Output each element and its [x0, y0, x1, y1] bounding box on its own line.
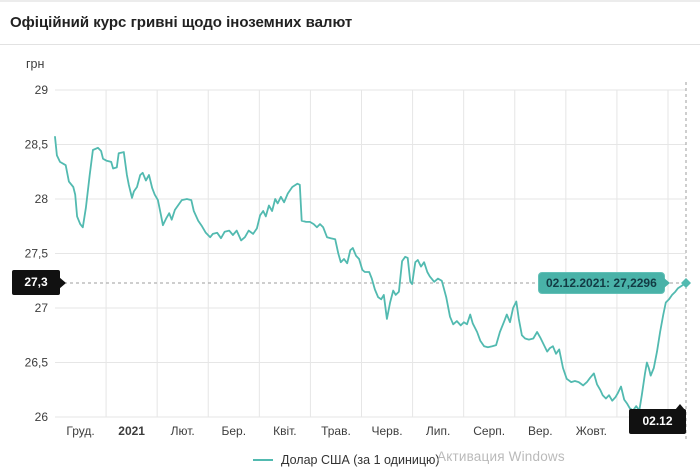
legend-line-marker [253, 459, 274, 461]
tooltip-text: 02.12.2021: 27,2296 [546, 276, 657, 290]
x-axis-marker-badge: 02.12 [629, 404, 686, 434]
y-tick-label: 26 [35, 410, 49, 424]
tooltip-pointer [663, 278, 670, 288]
page-header: Офіційний курс гривні щодо іноземних вал… [0, 2, 700, 45]
x-tick-label: Бер. [222, 424, 247, 438]
y-marker-pointer [59, 276, 66, 289]
last-point-marker [681, 277, 691, 288]
y-axis-marker-badge: 27,3 [12, 270, 66, 295]
x-tick-label: Серп. [473, 424, 505, 438]
x-tick-label: Трав. [321, 424, 351, 438]
x-marker-value: 02.12 [642, 414, 673, 428]
x-tick-label: Жовт. [576, 424, 607, 438]
legend-label: Долар США (за 1 одиницю) [281, 453, 440, 467]
x-tick-label: Черв. [372, 424, 403, 438]
y-tick-label: 27 [35, 301, 49, 315]
x-tick-label: Лип. [426, 424, 450, 438]
y-tick-label: 26,5 [25, 356, 49, 370]
y-marker-value: 27,3 [24, 275, 48, 289]
x-tick-label: Груд. [66, 424, 94, 438]
y-tick-label: 27,5 [25, 247, 49, 261]
x-tick-label: Вер. [528, 424, 553, 438]
x-tick-label: Квіт. [273, 424, 297, 438]
x-marker-pointer [675, 404, 685, 410]
usd-rate-line[interactable] [54, 135, 687, 412]
y-tick-label: 28 [35, 192, 49, 206]
legend[interactable]: Долар США (за 1 одиницю) [253, 453, 440, 467]
y-tick-label: 28,5 [25, 138, 49, 152]
x-tick-label: Лют. [171, 424, 195, 438]
last-point-tooltip: 02.12.2021: 27,2296 [538, 272, 670, 294]
page-title: Офіційний курс гривні щодо іноземних вал… [10, 14, 353, 31]
y-axis-unit-label: грн [26, 57, 45, 71]
y-tick-label: 29 [35, 83, 49, 97]
x-tick-label: 2021 [118, 424, 145, 438]
windows-activation-watermark: Активация Windows [437, 449, 565, 464]
